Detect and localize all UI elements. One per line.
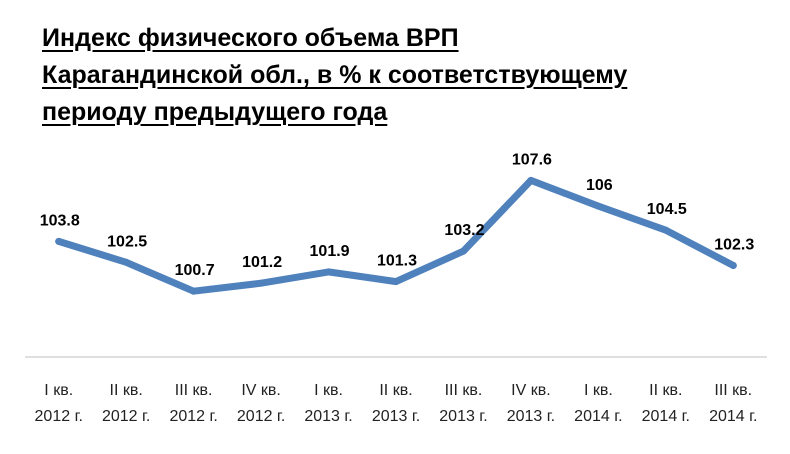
data-point — [392, 278, 400, 286]
x-tick-label: I кв. — [44, 382, 73, 399]
data-point — [527, 176, 535, 184]
chart-title-line-3: периоду предыдущего года — [42, 98, 388, 126]
data-point — [594, 202, 602, 210]
data-point — [190, 287, 198, 295]
data-label: 100.7 — [175, 262, 215, 279]
data-point — [257, 279, 265, 287]
x-tick-label: 2014 г. — [574, 408, 622, 425]
x-tick-label: III кв. — [445, 382, 483, 399]
x-tick-label: 2012 г. — [237, 408, 285, 425]
data-label: 102.5 — [107, 233, 147, 250]
chart-title: Индекс физического объема ВРП Карагандин… — [42, 20, 762, 131]
data-point — [729, 262, 737, 269]
series-line — [55, 176, 737, 295]
data-point — [325, 268, 333, 276]
x-tick-label: 2014 г. — [709, 408, 757, 425]
x-tick-label: II кв. — [649, 382, 682, 399]
x-tick-label: III кв. — [714, 382, 752, 399]
x-tick-label: 2014 г. — [642, 408, 690, 425]
x-tick-label: 2012 г. — [169, 408, 217, 425]
x-tick-label: IV кв. — [241, 382, 281, 399]
data-label: 106 — [586, 177, 613, 194]
x-tick-label: IV кв. — [511, 382, 551, 399]
data-label: 101.3 — [377, 253, 417, 270]
data-point — [459, 247, 467, 255]
x-tick-label: II кв. — [379, 382, 412, 399]
data-point — [122, 258, 130, 266]
x-tick-label: 2012 г. — [102, 408, 150, 425]
data-label: 103.8 — [40, 212, 80, 229]
data-label: 107.6 — [512, 151, 552, 168]
x-tick-label: 2012 г. — [35, 408, 83, 425]
x-tick-label: I кв. — [584, 382, 613, 399]
x-tick-label: 2013 г. — [372, 408, 420, 425]
x-tick-label: 2013 г. — [304, 408, 352, 425]
data-label: 101.9 — [310, 243, 350, 260]
data-point — [662, 226, 670, 234]
data-label: 102.3 — [714, 237, 754, 254]
data-label: 101.2 — [242, 254, 282, 271]
x-tick-label: I кв. — [314, 382, 343, 399]
chart-title-line-2: Карагандинской обл., в % к соответствующ… — [42, 61, 628, 89]
chart-title-line-1: Индекс физического объема ВРП — [42, 24, 459, 52]
x-tick-label: 2013 г. — [439, 408, 487, 425]
x-tick-label: 2013 г. — [507, 408, 555, 425]
data-label: 103.2 — [444, 222, 484, 239]
data-point — [55, 237, 63, 245]
x-tick-label: II кв. — [110, 382, 143, 399]
data-label: 104.5 — [647, 201, 687, 218]
x-tick-label: III кв. — [175, 382, 213, 399]
